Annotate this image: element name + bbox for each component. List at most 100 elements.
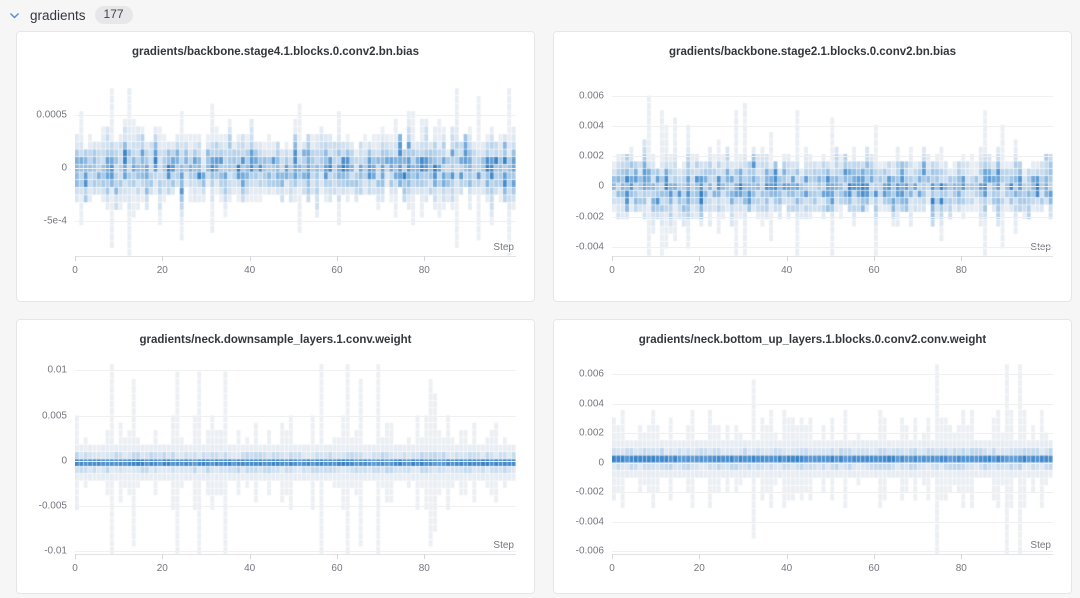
x-tick-label: 60 — [868, 563, 880, 574]
heatmap-canvas — [612, 88, 1053, 256]
x-tick-label: 0 — [609, 265, 615, 276]
y-tick-label: -0.01 — [44, 545, 67, 557]
y-tick-label: 0.0005 — [36, 109, 67, 121]
grid-line — [75, 114, 516, 116]
x-tick-mark — [75, 554, 76, 559]
x-tick-label: 80 — [955, 265, 967, 276]
grid-line — [75, 460, 516, 462]
grid-line — [75, 167, 516, 169]
x-tick-label: 0 — [72, 265, 78, 276]
grid-line — [612, 492, 1053, 494]
x-tick-mark — [249, 554, 251, 559]
x-tick-mark — [336, 256, 338, 261]
x-tick-mark — [612, 554, 613, 559]
x-tick-mark — [699, 256, 701, 261]
heatmap-chart[interactable]: Step 0.0005 0 -5e-4 0 20 40 60 80 — [36, 88, 516, 276]
grid-line — [612, 186, 1053, 188]
x-tick-label: 0 — [609, 563, 615, 574]
step-axis-label: Step — [489, 540, 514, 551]
y-tick-label: -0.002 — [575, 486, 604, 498]
x-tick-mark — [873, 554, 875, 559]
chart-panel[interactable]: gradients/backbone.stage4.1.blocks.0.con… — [16, 31, 535, 302]
chevron-down-icon[interactable] — [8, 9, 21, 22]
y-tick-label: 0 — [598, 180, 604, 192]
x-tick-mark — [249, 256, 251, 261]
chart-title: gradients/neck.bottom_up_layers.1.blocks… — [638, 334, 987, 346]
grid-line — [612, 433, 1053, 435]
x-tick-label: 0 — [72, 563, 78, 574]
section-header-gradients[interactable]: gradients 177 — [0, 0, 1080, 31]
grid-line — [612, 95, 1053, 97]
x-tick-mark — [786, 554, 788, 559]
grid-line — [75, 551, 516, 553]
x-tick-label: 40 — [781, 265, 793, 276]
x-tick-mark — [961, 554, 963, 559]
grid-line — [612, 374, 1053, 376]
y-tick-label: -5e-4 — [43, 215, 67, 227]
x-tick-mark — [424, 256, 426, 261]
y-tick-label: 0.01 — [47, 364, 67, 376]
y-tick-label: -0.004 — [575, 516, 604, 528]
y-tick-label: 0.002 — [578, 150, 604, 162]
x-tick-mark — [162, 256, 164, 261]
x-tick-label: 60 — [331, 563, 343, 574]
grid-line — [612, 246, 1053, 248]
grid-line — [612, 551, 1053, 553]
y-tick-label: -0.002 — [575, 211, 604, 223]
grid-line — [612, 462, 1053, 464]
heatmap-canvas — [612, 364, 1053, 554]
x-tick-mark — [699, 554, 701, 559]
x-tick-label: 20 — [156, 563, 168, 574]
x-tick-label: 60 — [331, 265, 343, 276]
y-tick-label: 0.006 — [578, 90, 604, 102]
x-tick-label: 40 — [781, 563, 793, 574]
grid-line — [612, 156, 1053, 158]
heatmap-canvas — [75, 364, 516, 554]
section-count-badge: 177 — [94, 6, 133, 24]
x-tick-label: 80 — [955, 563, 967, 574]
y-tick-label: 0.004 — [578, 398, 604, 410]
grid-line — [75, 370, 516, 372]
x-tick-label: 40 — [244, 563, 256, 574]
chart-title: gradients/backbone.stage2.1.blocks.0.con… — [669, 46, 956, 58]
chart-panel[interactable]: gradients/neck.bottom_up_layers.1.blocks… — [553, 319, 1072, 594]
grid-line — [612, 403, 1053, 405]
x-tick-mark — [336, 554, 338, 559]
heatmap-chart[interactable]: Step 0.006 0.004 0.002 0 -0.002 -0.004 -0.006 0… — [576, 364, 1053, 574]
x-tick-mark — [873, 256, 875, 261]
y-tick-label: 0 — [61, 162, 67, 174]
grid-line — [75, 506, 516, 508]
chart-panel[interactable]: gradients/backbone.stage2.1.blocks.0.con… — [553, 31, 1072, 302]
grid-line — [612, 216, 1053, 218]
grid-line — [612, 125, 1053, 127]
x-tick-mark — [961, 256, 963, 261]
y-tick-label: 0.002 — [578, 427, 604, 439]
y-tick-label: 0.004 — [578, 120, 604, 132]
x-tick-label: 20 — [156, 265, 168, 276]
heatmap-chart[interactable]: Step 0.0060.0040.0020-0.002-0.0040204060… — [576, 88, 1053, 276]
x-tick-mark — [75, 256, 76, 261]
x-tick-label: 20 — [693, 563, 705, 574]
y-tick-label: 0.006 — [578, 368, 604, 380]
charts-grid: gradients/backbone.stage4.1.blocks.0.con… — [16, 31, 1080, 594]
x-tick-label: 80 — [418, 265, 430, 276]
grid-line — [75, 415, 516, 417]
y-tick-label: -0.006 — [575, 545, 604, 557]
x-tick-label: 60 — [868, 265, 880, 276]
y-tick-label: 0 — [61, 455, 67, 467]
x-tick-mark — [612, 256, 613, 261]
grid-line — [75, 220, 516, 222]
chart-title: gradients/backbone.stage4.1.blocks.0.con… — [132, 46, 419, 58]
x-tick-mark — [162, 554, 164, 559]
x-tick-label: 20 — [693, 265, 705, 276]
heatmap-chart[interactable]: Step 0.01 0.005 0 -0.005 -0.01 0 20 40 60 80 — [39, 364, 516, 574]
x-tick-label: 40 — [244, 265, 256, 276]
chart-panel[interactable]: gradients/neck.downsample_layers.1.conv.… — [16, 319, 535, 594]
heatmap-canvas — [75, 88, 516, 256]
step-axis-label: Step — [489, 242, 514, 253]
step-axis-label: Step — [1026, 540, 1051, 551]
chart-title: gradients/neck.downsample_layers.1.conv.… — [139, 334, 412, 346]
section-label: gradients — [30, 7, 86, 23]
y-tick-label: 0.005 — [41, 410, 67, 422]
